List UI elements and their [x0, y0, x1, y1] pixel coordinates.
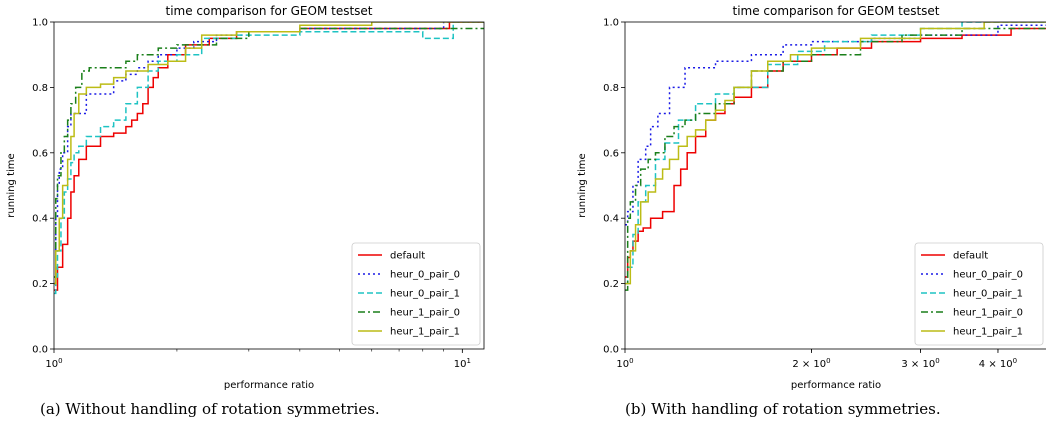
legend: default heur_0_pair_0 heur_0_pair_1 heur_1_…: [351, 242, 481, 346]
plot-frame: [53, 21, 485, 350]
x-tick-label: 2 × 100: [792, 357, 830, 370]
chart-title: time comparison for GEOM testset: [166, 4, 373, 18]
series-line-heur-1-pair-1: [54, 22, 484, 285]
y-tick-label: 0.8: [32, 83, 48, 94]
chart-title: time comparison for GEOM testset: [733, 4, 940, 18]
x-tick-label: 100: [45, 357, 62, 370]
x-tick-label: 101: [454, 357, 471, 370]
y-tick-label: 0.8: [603, 83, 619, 94]
y-tick-label: 0.4: [32, 214, 48, 225]
chart-a-group: time comparison for GEOM testset 0.0 0.2 0.…: [6, 4, 485, 391]
x-axis-label: performance ratio: [791, 380, 881, 391]
legend-label: default: [390, 251, 425, 262]
y-tick-label: 0.4: [603, 214, 619, 225]
x-axis-label: performance ratio: [224, 380, 314, 391]
series-line-heur-0-pair-0: [625, 24, 1046, 226]
y-tick-label: 0.2: [603, 279, 619, 290]
y-tick-label: 0.0: [32, 345, 48, 356]
y-axis-label: running time: [577, 153, 588, 217]
y-axis-label: running time: [6, 153, 17, 217]
legend: default heur_0_pair_0 heur_0_pair_1 heur_1_…: [914, 242, 1044, 346]
series-line-default: [625, 27, 1046, 278]
legend-label: default: [953, 251, 988, 262]
y-tick-label: 0.6: [32, 148, 48, 159]
legend-label: heur_1_pair_0: [390, 308, 460, 319]
x-tick-label: 100: [616, 357, 633, 370]
series-line-heur-0-pair-0: [54, 22, 484, 285]
legend-label: heur_1_pair_0: [953, 308, 1023, 319]
series-group: [54, 22, 484, 295]
legend-box: [351, 242, 481, 346]
y-tick-label: 0.0: [603, 345, 619, 356]
y-tick-label: 1.0: [603, 18, 619, 29]
x-tick-label: 3 × 100: [901, 357, 939, 370]
x-tick-label: 4 × 100: [979, 357, 1017, 370]
caption-a: (a) Without handling of rotation symmetr…: [40, 400, 380, 418]
legend-label: heur_0_pair_0: [390, 270, 460, 281]
series-line-heur-1-pair-1: [625, 22, 1046, 285]
legend-label: heur_0_pair_1: [953, 289, 1023, 300]
legend-label: heur_1_pair_1: [390, 327, 460, 338]
caption-b: (b) With handling of rotation symmetries…: [625, 400, 941, 418]
y-tick-label: 1.0: [32, 18, 48, 29]
legend-label: heur_0_pair_1: [390, 289, 460, 300]
series-line-heur-1-pair-0: [625, 27, 1046, 291]
chart-b-group: time comparison for GEOM testset 0.0 0.2 0.…: [577, 4, 1046, 391]
y-tick-label: 0.2: [32, 279, 48, 290]
legend-box: [914, 242, 1044, 346]
chart-a: time comparison for GEOM testset 0.0 0.2 0.…: [6, 4, 485, 391]
plot-frame: [624, 21, 1046, 350]
series-line-heur-1-pair-0: [54, 27, 484, 278]
legend-label: heur_1_pair_1: [953, 327, 1023, 338]
chart-b: time comparison for GEOM testset 0.0 0.2 0.…: [577, 4, 1046, 391]
series-group: [625, 22, 1046, 291]
legend-label: heur_0_pair_0: [953, 270, 1023, 281]
series-line-heur-0-pair-1: [54, 22, 484, 295]
y-tick-label: 0.6: [603, 148, 619, 159]
